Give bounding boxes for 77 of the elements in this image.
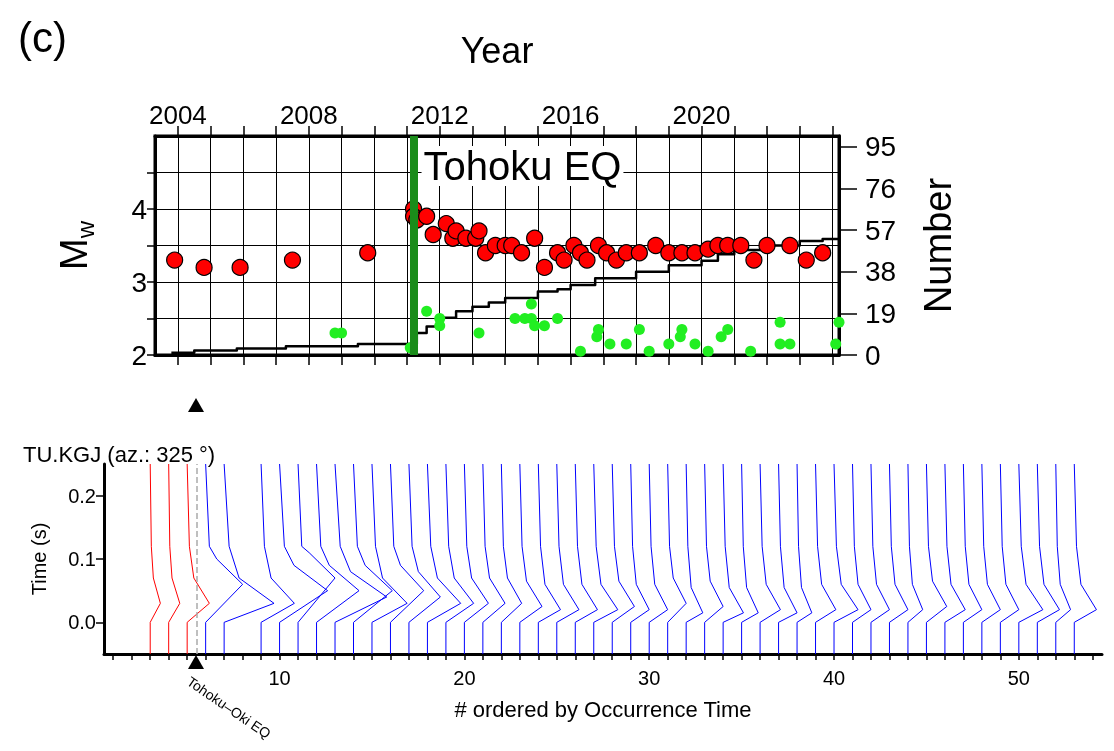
y-tick-label: 3 (131, 266, 147, 298)
y-axis-title: Mw (53, 220, 99, 270)
y2-tick-label: 38 (865, 256, 897, 288)
point (758, 236, 776, 255)
y2-axis-title: Number (917, 177, 959, 314)
y-tick-label: 2 (131, 339, 147, 371)
point (689, 338, 701, 350)
point (797, 251, 815, 269)
y2-tick-label: 76 (865, 173, 897, 205)
x-tick-label: 2008 (279, 100, 338, 130)
point (555, 251, 573, 269)
point (643, 345, 655, 357)
point (538, 320, 550, 332)
y2-tick-label: 19 (865, 297, 897, 329)
point (195, 258, 213, 276)
point (702, 345, 714, 357)
point (509, 313, 521, 324)
point (418, 207, 436, 225)
x-tick-label: 2016 (541, 100, 600, 130)
point (421, 305, 433, 317)
x-tick-label: 20 (453, 667, 476, 689)
point (620, 338, 632, 350)
point (814, 244, 832, 262)
point (647, 236, 665, 255)
point (535, 258, 554, 276)
chart-title: TU.KGJ (az.: 325 °) (23, 441, 216, 467)
point (578, 251, 596, 269)
y-tick-label: 0.1 (68, 548, 96, 570)
y2-tick-label: 0 (865, 339, 881, 371)
point (525, 298, 537, 310)
point (526, 229, 544, 247)
point (166, 251, 184, 269)
point (722, 323, 734, 335)
point (470, 222, 488, 240)
x-tick-label: 50 (1007, 667, 1030, 689)
point (663, 338, 675, 350)
y2-tick-label: 95 (865, 131, 897, 163)
text: (c) (18, 13, 67, 61)
point (424, 225, 442, 244)
point (676, 323, 688, 335)
point (592, 323, 604, 335)
y2-tick-label: 57 (865, 214, 897, 246)
point (784, 338, 796, 350)
point (630, 244, 648, 262)
y-tick-label: 0.2 (68, 484, 96, 507)
x-tick-label: 2012 (410, 100, 469, 130)
x-axis-title: # ordered by Occurrence Time (454, 696, 752, 722)
x-tick-label: 40 (822, 667, 846, 689)
y-tick-label: 0.0 (68, 611, 96, 634)
point (512, 244, 531, 262)
x-tick-label: 2020 (672, 100, 731, 130)
point (231, 258, 249, 276)
point (604, 338, 616, 350)
point (283, 251, 302, 269)
point (781, 236, 799, 255)
point (359, 244, 377, 262)
x-tick-label: 2004 (148, 100, 207, 130)
point (774, 338, 786, 350)
x-axis-title: Year (460, 29, 534, 71)
point (552, 313, 564, 324)
point (686, 244, 704, 262)
point (473, 327, 485, 339)
point (732, 236, 750, 255)
x-tick-label: 30 (638, 667, 661, 689)
y-tick-label: 4 (131, 193, 147, 225)
point (774, 316, 786, 328)
point (830, 338, 842, 350)
point (745, 345, 757, 357)
ref-line-label: Tohoku EQ (423, 144, 622, 188)
point (715, 331, 727, 343)
point (633, 323, 645, 335)
point (529, 320, 541, 332)
x-tick-label: 10 (268, 667, 291, 689)
point (745, 251, 763, 269)
point (574, 345, 586, 357)
y-axis-title: Time (s) (28, 522, 50, 596)
point (833, 316, 845, 328)
